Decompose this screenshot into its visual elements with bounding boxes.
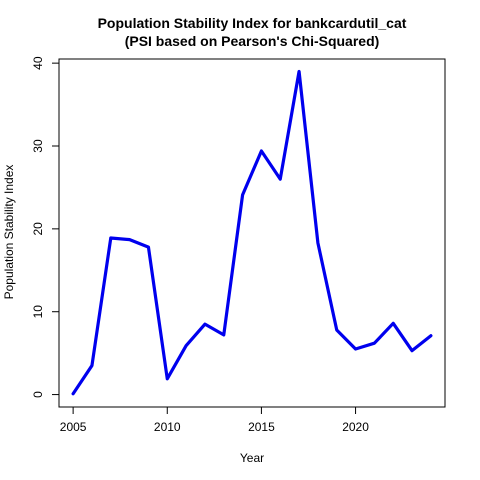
x-tick-label: 2020 [342,420,369,434]
x-tick-label: 2005 [60,420,87,434]
x-axis-label: Year [240,451,264,465]
series-line-0 [71,69,433,396]
y-tick-label: 10 [31,305,45,319]
y-axis-label: Population Stability Index [2,165,16,300]
chart-subtitle: (PSI based on Pearson's Chi-Squared) [125,33,380,49]
y-tick-label: 30 [31,139,45,153]
y-tick-label: 0 [31,391,45,398]
y-tick-label: 20 [31,222,45,236]
series-layer [71,69,433,396]
x-tick-label: 2015 [248,420,275,434]
chart-title: Population Stability Index for bankcardu… [98,15,407,31]
y-tick-label: 40 [31,56,45,70]
y-axis: 0 10 20 30 40 [31,56,60,398]
x-tick-label: 2010 [154,420,181,434]
plot-frame [58,58,446,408]
x-axis: 2005 2010 2015 2020 [60,406,369,434]
